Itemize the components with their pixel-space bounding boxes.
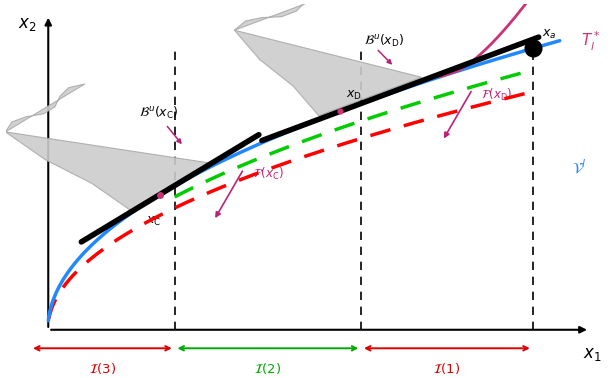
Text: $\mathcal{F}(x_\mathrm{D})$: $\mathcal{F}(x_\mathrm{D})$ <box>481 87 513 103</box>
Text: $\mathcal{B}^u(x_\mathrm{D})$: $\mathcal{B}^u(x_\mathrm{D})$ <box>364 33 405 49</box>
Text: $x_2$: $x_2$ <box>18 15 36 33</box>
Text: $x_\mathrm{D}$: $x_\mathrm{D}$ <box>346 89 362 102</box>
Polygon shape <box>6 84 211 211</box>
Text: $\mathcal{F}(x_\mathrm{C})$: $\mathcal{F}(x_\mathrm{C})$ <box>253 166 284 182</box>
Text: $x_a$: $x_a$ <box>542 28 556 41</box>
Text: $x_\mathrm{C}$: $x_\mathrm{C}$ <box>146 215 161 228</box>
Polygon shape <box>235 0 422 116</box>
Text: $x_1$: $x_1$ <box>583 345 602 363</box>
Text: $\mathcal{V}^l$: $\mathcal{V}^l$ <box>572 157 586 176</box>
Text: $\mathcal{I}(2)$: $\mathcal{I}(2)$ <box>254 361 281 376</box>
Text: $T_l^*$: $T_l^*$ <box>581 30 600 53</box>
Text: $\mathcal{I}(1)$: $\mathcal{I}(1)$ <box>433 361 460 376</box>
Text: $\mathcal{B}^u(x_\mathrm{C})$: $\mathcal{B}^u(x_\mathrm{C})$ <box>139 105 178 121</box>
Text: $\mathcal{I}(3)$: $\mathcal{I}(3)$ <box>89 361 116 376</box>
